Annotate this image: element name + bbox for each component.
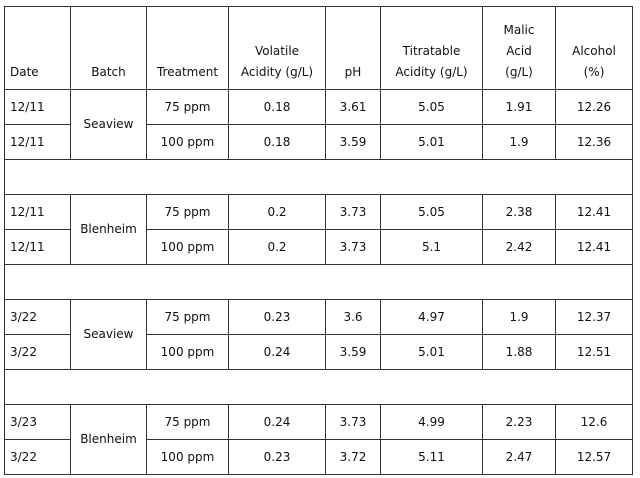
value-cell: 75 ppm xyxy=(146,194,229,230)
value-cell: 2.42 xyxy=(482,229,556,265)
date-cell: 3/22 xyxy=(4,299,71,335)
spacer-cell xyxy=(4,159,633,195)
date-cell: 12/11 xyxy=(4,124,71,160)
header-row: Date Batch Treatment Volatile Acidity (g/L)… xyxy=(4,6,633,90)
batch-cell: Seaview xyxy=(70,89,147,160)
value-cell: 12.57 xyxy=(555,439,633,475)
value-cell: 75 ppm xyxy=(146,404,229,440)
value-cell: 0.2 xyxy=(228,229,326,265)
table-body: 12/11 Seaview 75 ppm 0.18 3.61 5.05 1.91 12.26 1… xyxy=(4,89,633,475)
data-row: 12/11 Seaview 75 ppm 0.18 3.61 5.05 1.91 12.26 xyxy=(4,89,633,160)
value-cell: 1.9 xyxy=(482,299,556,335)
value-cell: 3.6 xyxy=(325,299,381,335)
spacer-row xyxy=(4,264,633,300)
value-cell: 3.72 xyxy=(325,439,381,475)
value-cell: 75 ppm xyxy=(146,299,229,335)
data-row: 3/22 100 ppm 0.23 3.72 5.11 2.47 12.57 xyxy=(4,439,633,475)
data-table: Date Batch Treatment Volatile Acidity (g/L)… xyxy=(4,6,633,475)
value-cell: 0.18 xyxy=(228,89,326,125)
spacer-row xyxy=(4,159,633,195)
value-cell: 0.18 xyxy=(228,124,326,160)
value-cell: 12.41 xyxy=(555,194,633,230)
column-header: Titratable Acidity (g/L) xyxy=(380,6,483,90)
value-cell: 0.23 xyxy=(228,439,326,475)
value-cell: 100 ppm xyxy=(146,439,229,475)
batch-cell: Seaview xyxy=(70,299,147,370)
data-row: 3/22 100 ppm 0.24 3.59 5.01 1.88 12.51 xyxy=(4,334,633,370)
value-cell: 100 ppm xyxy=(146,124,229,160)
value-cell: 5.01 xyxy=(380,334,483,370)
value-cell: 3.59 xyxy=(325,334,381,370)
value-cell: 12.37 xyxy=(555,299,633,335)
value-cell: 2.47 xyxy=(482,439,556,475)
date-cell: 12/11 xyxy=(4,89,71,125)
value-cell: 100 ppm xyxy=(146,334,229,370)
value-cell: 3.61 xyxy=(325,89,381,125)
value-cell: 0.24 xyxy=(228,334,326,370)
value-cell: 12.36 xyxy=(555,124,633,160)
value-cell: 4.99 xyxy=(380,404,483,440)
column-header: Volatile Acidity (g/L) xyxy=(228,6,326,90)
date-cell: 3/22 xyxy=(4,334,71,370)
data-row: 12/11 100 ppm 0.18 3.59 5.01 1.9 12.36 xyxy=(4,124,633,160)
column-header: Malic Acid (g/L) xyxy=(482,6,556,90)
date-cell: 12/11 xyxy=(4,229,71,265)
column-header: pH xyxy=(325,6,381,90)
column-header: Alcohol (%) xyxy=(555,6,633,90)
value-cell: 4.97 xyxy=(380,299,483,335)
value-cell: 100 ppm xyxy=(146,229,229,265)
value-cell: 3.73 xyxy=(325,229,381,265)
value-cell: 5.05 xyxy=(380,194,483,230)
value-cell: 3.59 xyxy=(325,124,381,160)
spacer-cell xyxy=(4,369,633,405)
data-row: 3/22 Seaview 75 ppm 0.23 3.6 4.97 1.9 12.37 xyxy=(4,299,633,370)
value-cell: 5.11 xyxy=(380,439,483,475)
value-cell: 12.6 xyxy=(555,404,633,440)
value-cell: 0.23 xyxy=(228,299,326,335)
value-cell: 12.41 xyxy=(555,229,633,265)
value-cell: 5.1 xyxy=(380,229,483,265)
value-cell: 2.38 xyxy=(482,194,556,230)
spacer-cell xyxy=(4,264,633,300)
spacer-row xyxy=(4,369,633,405)
batch-cell: Blenheim xyxy=(70,404,147,475)
value-cell: 12.51 xyxy=(555,334,633,370)
column-header: Batch xyxy=(70,6,147,90)
value-cell: 3.73 xyxy=(325,194,381,230)
value-cell: 2.23 xyxy=(482,404,556,440)
value-cell: 0.2 xyxy=(228,194,326,230)
value-cell: 5.05 xyxy=(380,89,483,125)
column-header: Date xyxy=(4,6,71,90)
value-cell: 3.73 xyxy=(325,404,381,440)
value-cell: 1.88 xyxy=(482,334,556,370)
value-cell: 1.9 xyxy=(482,124,556,160)
data-row: 12/11 Blenheim 75 ppm 0.2 3.73 5.05 2.38 12.41 xyxy=(4,194,633,265)
value-cell: 12.26 xyxy=(555,89,633,125)
value-cell: 0.24 xyxy=(228,404,326,440)
batch-cell: Blenheim xyxy=(70,194,147,265)
data-row: 3/23 Blenheim 75 ppm 0.24 3.73 4.99 2.23 12.6 xyxy=(4,404,633,475)
date-cell: 3/23 xyxy=(4,404,71,440)
value-cell: 1.91 xyxy=(482,89,556,125)
value-cell: 75 ppm xyxy=(146,89,229,125)
column-header: Treatment xyxy=(146,6,229,90)
date-cell: 3/22 xyxy=(4,439,71,475)
date-cell: 12/11 xyxy=(4,194,71,230)
value-cell: 5.01 xyxy=(380,124,483,160)
